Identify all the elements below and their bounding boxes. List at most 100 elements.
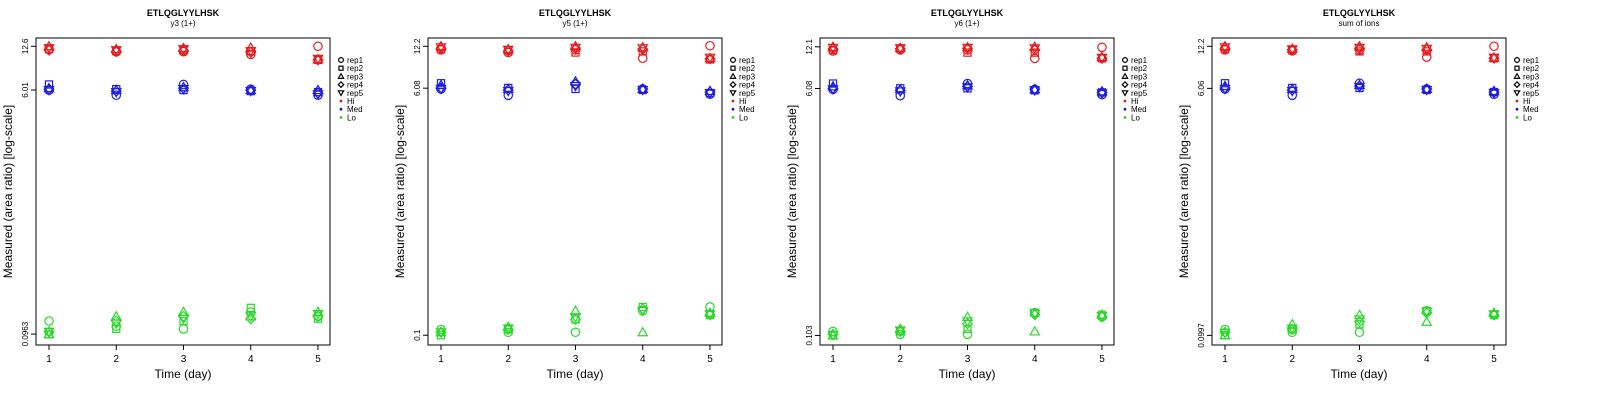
legend-label: rep4 [1523, 81, 1540, 90]
y-tick-label: 12.1 [805, 39, 814, 55]
legend-label: Hi [1523, 97, 1531, 106]
data-point-hi-rep5 [637, 44, 649, 55]
legend-marker-rep5 [1121, 90, 1129, 97]
data-point-lo-rep4 [1353, 316, 1366, 328]
legend-marker-rep4 [729, 80, 737, 89]
data-point-hi-rep3 [1286, 42, 1298, 53]
y-axis-label: Measured (area ratio) [log-scale] [393, 105, 407, 278]
y-tick-label: 6.08 [413, 80, 422, 96]
legend-marker-lo [339, 116, 343, 119]
legend-label: rep4 [739, 81, 756, 90]
data-point-med-rep3 [1421, 83, 1433, 94]
y-tick-label: 12.2 [1197, 38, 1206, 54]
data-point-med-rep5 [637, 85, 649, 96]
legend-label: rep5 [1131, 89, 1148, 98]
data-point-lo-rep5 [704, 310, 716, 320]
legend-marker-lo [731, 116, 735, 119]
legend-marker-lo [1123, 116, 1127, 119]
y-tick-label: 0.0963 [21, 321, 30, 346]
y-axis-label: Measured (area ratio) [log-scale] [1177, 105, 1191, 278]
data-point-lo-rep3 [569, 305, 582, 315]
data-point-med-rep5 [961, 83, 974, 94]
data-point-med-rep5 [43, 86, 55, 96]
y-axis-label: Measured (area ratio) [log-scale] [1, 105, 15, 278]
legend-marker-rep2 [1122, 65, 1128, 71]
data-point-med-rep5 [1488, 89, 1500, 99]
legend-marker-rep4 [1121, 80, 1129, 89]
y-tick-label: 0.0997 [1197, 323, 1206, 348]
legend-marker-med [1515, 107, 1519, 111]
data-point-med-rep3 [502, 83, 514, 94]
data-point-lo-rep4 [569, 313, 582, 326]
legend-label: rep5 [347, 89, 364, 98]
data-point-lo-rep5 [177, 314, 190, 325]
data-point-med-rep5 [177, 85, 190, 95]
data-point-med-rep5 [1096, 89, 1108, 100]
legend-marker-rep3 [729, 72, 737, 79]
legend-label: rep1 [1131, 56, 1148, 65]
plot-area-frame [427, 37, 723, 346]
data-point-hi-rep5 [245, 47, 257, 58]
data-point-hi-rep2 [571, 48, 580, 57]
x-tick-label: 3 [965, 354, 971, 365]
data-point-lo-rep5 [435, 328, 447, 339]
legend-label: rep2 [1523, 64, 1540, 73]
legend-marker-rep2 [1514, 65, 1520, 71]
data-point-lo-rep3 [1286, 318, 1298, 329]
data-point-lo-rep2 [1355, 320, 1364, 329]
data-point-hi-rep5 [704, 53, 716, 64]
data-point-med-rep5 [1353, 82, 1366, 93]
data-point-lo-rep3 [637, 326, 649, 337]
data-point-lo-rep1 [178, 324, 189, 334]
data-point-lo-rep5 [1096, 311, 1108, 322]
data-point-lo-rep5 [43, 327, 55, 338]
data-point-lo-rep3 [1353, 309, 1366, 320]
x-tick-label: 5 [1491, 354, 1497, 365]
x-tick-label: 2 [897, 354, 903, 365]
x-tick-label: 3 [181, 354, 187, 365]
data-point-med-rep3 [704, 85, 716, 96]
legend-marker-rep5 [729, 90, 737, 97]
data-point-hi-rep5 [894, 44, 906, 55]
data-point-hi-rep5 [177, 45, 190, 56]
data-point-hi-rep4 [43, 44, 55, 56]
chart-subtitle: y6 (1+) [954, 19, 979, 28]
legend-marker-hi [1123, 99, 1127, 103]
legend-label: Med [1523, 105, 1539, 114]
data-point-hi-rep5 [502, 45, 514, 56]
data-point-hi-rep5 [1029, 44, 1041, 55]
data-point-med-rep5 [435, 84, 447, 95]
y-tick-label: 6.06 [1197, 80, 1206, 96]
legend-label: Lo [739, 113, 748, 122]
chart-subtitle: y3 (1+) [170, 19, 195, 28]
data-point-med-rep5 [704, 89, 716, 99]
chart-title: ETLQGLYYLHSK [931, 8, 1004, 18]
data-point-med-rep5 [1421, 85, 1433, 96]
x-tick-label: 5 [315, 354, 321, 365]
data-point-med-rep5 [894, 87, 906, 98]
x-axis-label: Time (day) [547, 367, 604, 381]
data-point-hi-rep5 [1286, 45, 1298, 56]
data-point-lo-rep5 [312, 310, 324, 320]
data-point-med-rep5 [1219, 84, 1231, 95]
data-point-hi-rep5 [110, 46, 122, 56]
data-point-med-rep3 [177, 81, 190, 92]
legend-label: Med [347, 105, 363, 114]
legend-label: rep3 [1131, 72, 1148, 81]
legend-marker-rep2 [338, 65, 344, 71]
x-axis-label: Time (day) [1331, 367, 1388, 381]
legend-label: Med [1131, 105, 1147, 114]
x-tick-label: 2 [113, 354, 119, 365]
data-point-hi-rep5 [43, 44, 55, 55]
data-point-lo-rep1 [1029, 307, 1040, 318]
legend-label: rep3 [347, 72, 364, 81]
data-point-hi-rep5 [1353, 43, 1366, 54]
data-point-lo-rep1 [503, 327, 514, 338]
legend-label: Lo [347, 113, 356, 122]
data-point-med-rep2 [1220, 79, 1230, 88]
data-point-lo-rep4 [312, 310, 324, 323]
data-point-lo-rep5 [827, 330, 839, 341]
legend-label: rep2 [1131, 64, 1148, 73]
data-point-lo-rep4 [110, 315, 122, 327]
